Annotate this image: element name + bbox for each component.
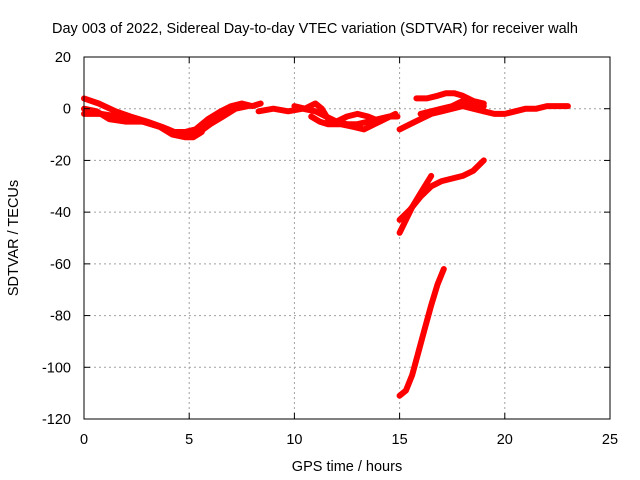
x-tick-label: 25	[602, 432, 618, 448]
x-tick-label: 15	[392, 432, 408, 448]
y-tick-label: 20	[55, 50, 71, 66]
series-track-7	[396, 103, 571, 133]
x-axis-label: GPS time / hours	[292, 459, 402, 475]
data-series	[81, 90, 571, 399]
y-tick-label: -40	[50, 205, 71, 221]
series-track-12	[396, 266, 447, 399]
x-tick-label: 10	[286, 432, 302, 448]
x-tick-label: 0	[80, 432, 88, 448]
series-track-9	[417, 98, 487, 117]
y-tick-label: -100	[42, 360, 71, 376]
y-tick-label: -60	[50, 257, 71, 273]
x-tick-label: 20	[497, 432, 513, 448]
axis-ticks: 0 5 10 15 20 25 -120 -100 -80 -60 -40 -20 0 20	[42, 50, 618, 448]
y-tick-label: 0	[63, 102, 71, 118]
x-tick-label: 5	[185, 432, 193, 448]
series-track-5	[291, 100, 378, 125]
chart-title: Day 003 of 2022, Sidereal Day-to-day VTE…	[52, 21, 578, 37]
series-track-3	[81, 105, 205, 141]
series-track-6	[308, 110, 399, 133]
y-axis-label: SDTVAR / TECUs	[6, 180, 22, 296]
y-tick-label: -20	[50, 153, 71, 169]
series-track-11	[396, 157, 487, 223]
y-tick-label: -80	[50, 309, 71, 325]
plot-frame	[83, 56, 611, 420]
y-tick-label: -120	[42, 412, 71, 428]
